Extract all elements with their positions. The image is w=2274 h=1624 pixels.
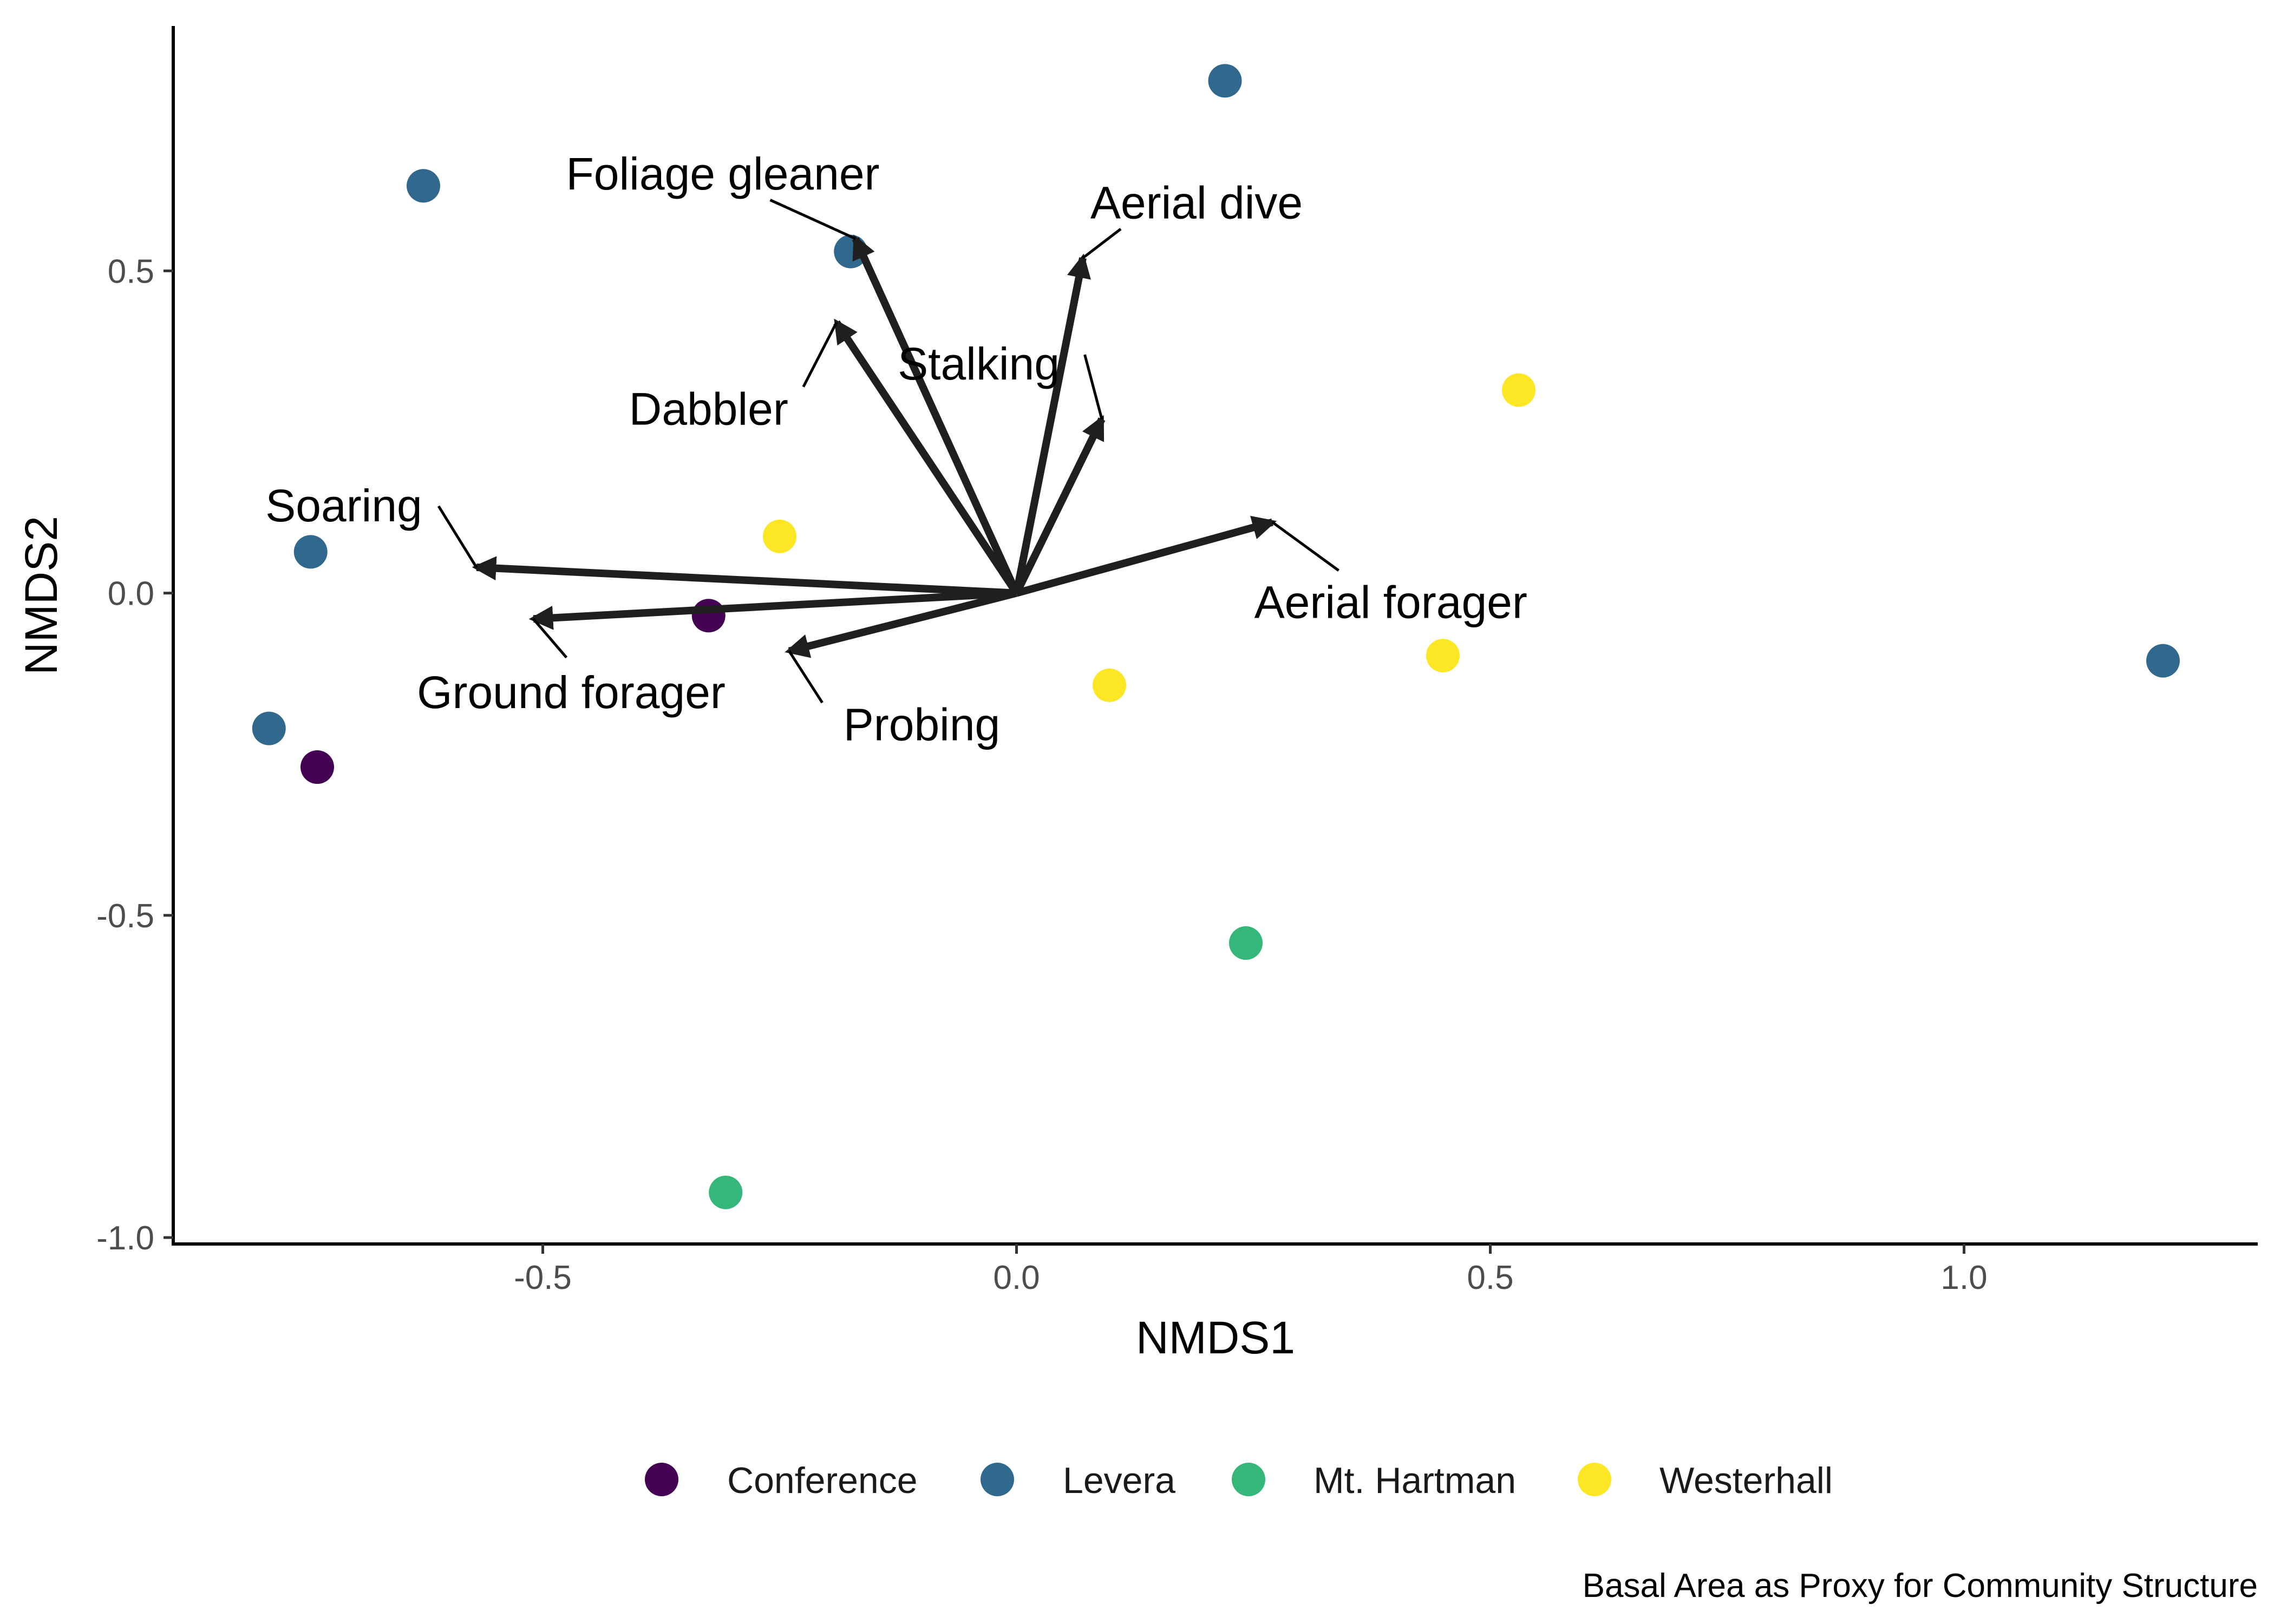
vector-probing (785, 589, 1018, 658)
vector-label-soaring: Soaring (265, 480, 422, 531)
vector-label-probing: Probing (844, 699, 1001, 750)
point-mt-hartman (1229, 926, 1263, 960)
legend-label-conference: Conference (727, 1460, 918, 1501)
legend-swatch-levera (981, 1463, 1014, 1496)
trait-vectors (437, 199, 1339, 704)
vector-stalking (1013, 415, 1106, 595)
point-westerhall (1093, 668, 1126, 702)
legend-swatch-conference (645, 1463, 678, 1496)
x-axis-title: NMDS1 (1136, 1312, 1295, 1363)
x-tick-label: -0.5 (514, 1259, 572, 1296)
y-axis-title: NMDS2 (16, 516, 67, 675)
point-westerhall (1426, 639, 1460, 673)
point-levera (1208, 64, 1242, 98)
point-levera (2146, 644, 2180, 678)
leader-stalking (1083, 354, 1103, 420)
vector-label-aerial-dive: Aerial dive (1090, 177, 1303, 228)
vector-label-foliage-gleaner: Foliage gleaner (566, 148, 879, 199)
vector-dabbler (833, 318, 1020, 595)
leader-dabbler (802, 322, 838, 388)
leader-ground-forager (532, 618, 568, 659)
point-levera (293, 535, 328, 569)
leader-probing (788, 650, 824, 704)
axes (172, 26, 2258, 1246)
vector-foliage-gleaner (852, 234, 1020, 595)
legend-label-levera: Levera (1063, 1460, 1175, 1501)
vector-aerial-dive (1012, 253, 1091, 594)
leader-soaring (437, 505, 478, 568)
legend-label-mt-hartman: Mt. Hartman (1314, 1460, 1516, 1501)
x-tick-label: 0.0 (993, 1259, 1040, 1296)
point-westerhall (1502, 373, 1535, 407)
leader-aerial-forager (1271, 521, 1339, 572)
point-levera (252, 711, 286, 745)
y-tick-label: 0.5 (108, 253, 154, 290)
y-tick-label: -0.5 (96, 898, 154, 935)
y-tick-label: 0.0 (108, 575, 154, 613)
x-tick-label: 1.0 (1940, 1259, 1987, 1296)
vector-label-stalking: Stalking (898, 338, 1060, 389)
x-ticks: -0.5 0.0 0.5 1.0 (514, 1244, 1988, 1296)
legend-swatch-westerhall (1578, 1463, 1611, 1496)
vector-label-aerial-forager: Aerial forager (1254, 577, 1527, 627)
vector-soaring (472, 556, 1017, 597)
leader-aerial-dive (1082, 228, 1122, 259)
point-levera (407, 169, 440, 203)
vector-ground-forager (528, 589, 1017, 630)
vector-label-dabbler: Dabbler (629, 383, 788, 434)
y-tick-label: -1.0 (96, 1220, 154, 1257)
point-conference (300, 750, 334, 784)
data-points (252, 64, 2180, 1209)
leader-foliage-gleaner (769, 199, 857, 240)
point-conference (691, 599, 726, 633)
legend-label-westerhall: Westerhall (1659, 1460, 1833, 1501)
caption: Basal Area as Proxy for Community Struct… (1583, 1567, 2258, 1605)
legend-swatch-mt-hartman (1232, 1463, 1265, 1496)
point-westerhall (763, 519, 796, 553)
x-tick-label: 0.5 (1467, 1259, 1513, 1296)
y-ticks: -1.0 -0.5 0.0 0.5 (96, 253, 173, 1257)
vector-labels: Foliage gleaner Aerial dive Dabbler Stalkin… (265, 148, 1527, 750)
point-mt-hartman (709, 1175, 743, 1209)
vector-label-ground-forager: Ground forager (417, 667, 726, 718)
vector-aerial-forager (1015, 515, 1277, 597)
legend: Conference Levera Mt. Hartman Westerhall (645, 1460, 1833, 1501)
